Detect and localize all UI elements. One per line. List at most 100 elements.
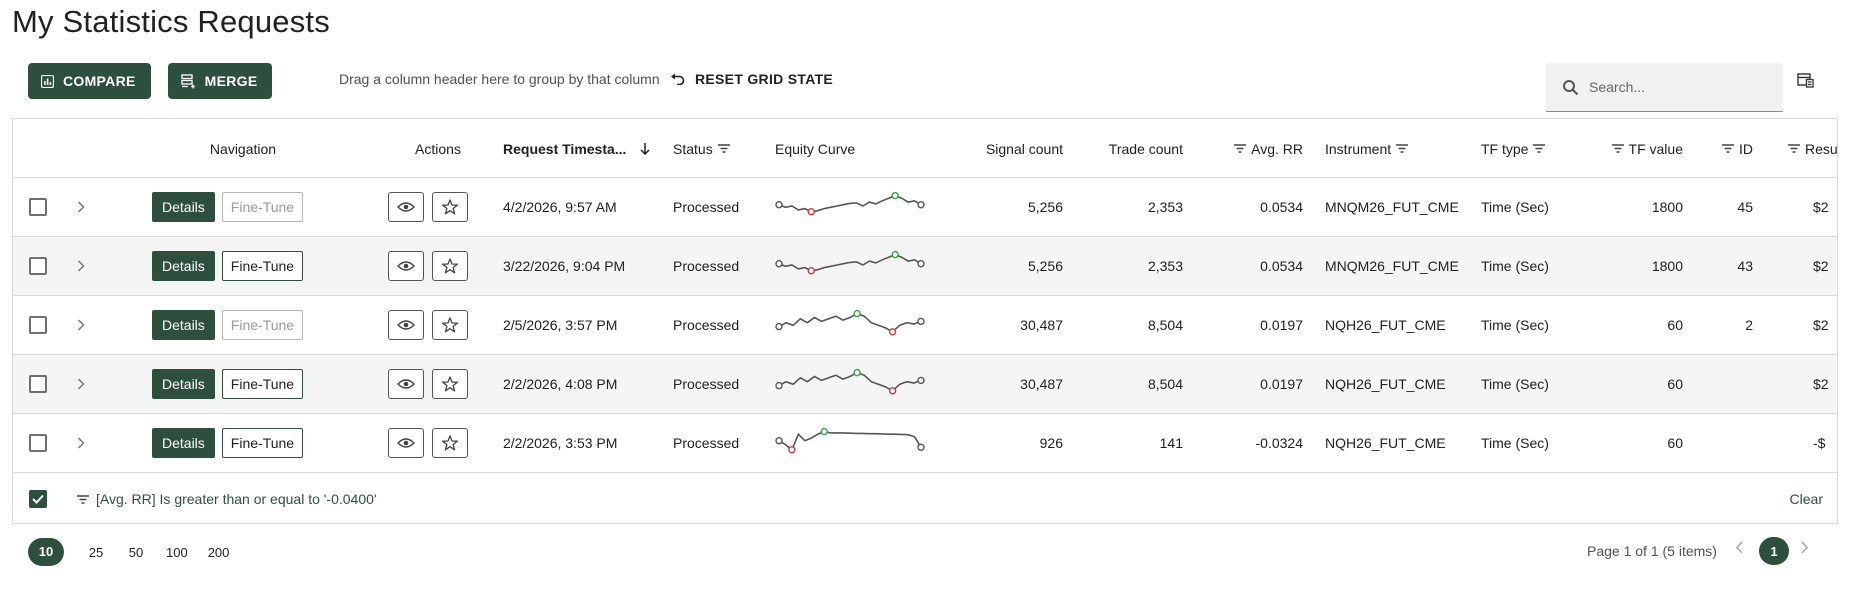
header-actions[interactable]: Actions (383, 119, 493, 178)
view-button[interactable] (388, 310, 424, 340)
actions-cell (388, 355, 488, 413)
row-checkbox[interactable] (29, 198, 47, 216)
details-button[interactable]: Details (152, 251, 215, 281)
fine-tune-button[interactable]: Fine-Tune (221, 428, 304, 458)
header-trade-count[interactable]: Trade count (1073, 119, 1183, 178)
page-title: My Statistics Requests (12, 4, 330, 39)
equity-curve-sparkline (775, 427, 925, 454)
equity-curve-end-point (917, 260, 925, 268)
table-row[interactable]: Details Fine-Tune 2/2/2026, 4:08 PM Proc… (13, 355, 1837, 414)
filter-icon[interactable] (1722, 144, 1734, 153)
header-tfvalue-label: TF value (1628, 140, 1683, 157)
merge-icon (180, 73, 196, 89)
row-checkbox[interactable] (29, 257, 47, 275)
header-instrument[interactable]: Instrument (1325, 119, 1455, 178)
navigation-cell: Details Fine-Tune (152, 237, 352, 295)
merge-button[interactable]: MERGE (167, 63, 273, 99)
equity-curve-line (778, 253, 922, 272)
filter-icon[interactable] (717, 144, 730, 153)
details-button[interactable]: Details (152, 369, 215, 399)
result-cell: $2 (1813, 258, 1829, 274)
search-input[interactable] (1589, 79, 1769, 95)
filter-enabled-checkbox[interactable] (29, 490, 47, 508)
header-status[interactable]: Status (673, 119, 753, 178)
fine-tune-button[interactable]: Fine-Tune (221, 251, 304, 281)
header-tf-type[interactable]: TF type (1481, 119, 1581, 178)
header-avg-rr[interactable]: Avg. RR (1193, 119, 1303, 178)
equity-curve-cell (775, 237, 925, 295)
equity-curve-max-point (820, 427, 828, 436)
header-request-timestamp[interactable]: Request Timesta... (503, 119, 663, 178)
view-button[interactable] (388, 251, 424, 281)
filter-icon[interactable] (1611, 144, 1624, 153)
chevron-right-icon[interactable] (77, 260, 85, 272)
tf-value-cell: 1800 (1651, 258, 1683, 274)
filter-icon[interactable] (1234, 144, 1247, 153)
header-tf-value[interactable]: TF value (1593, 119, 1683, 178)
row-checkbox[interactable] (29, 375, 47, 393)
timestamp-cell: 2/5/2026, 3:57 PM (503, 317, 618, 333)
timestamp-cell: 2/2/2026, 3:53 PM (503, 435, 618, 451)
header-navigation[interactable]: Navigation (153, 119, 333, 178)
row-checkbox[interactable] (29, 434, 47, 452)
fine-tune-button[interactable]: Fine-Tune (221, 369, 304, 399)
page-info: Page 1 of 1 (5 items) (1587, 543, 1717, 559)
page-size-option-200[interactable]: 200 (207, 544, 230, 560)
view-button[interactable] (388, 428, 424, 458)
table-row[interactable]: Details Fine-Tune 2/5/2026, 3:57 PM Proc… (13, 296, 1837, 355)
favorite-button[interactable] (432, 251, 468, 281)
favorite-button[interactable] (432, 428, 468, 458)
page-size-option-10[interactable]: 10 (28, 538, 64, 566)
filter-icon[interactable] (1788, 144, 1800, 153)
avg-rr-cell: 0.0197 (1260, 317, 1303, 333)
row-checkbox-cell (29, 414, 49, 472)
chevron-right-icon[interactable] (1800, 541, 1809, 554)
fine-tune-button[interactable]: Fine-Tune (221, 192, 304, 222)
id-cell: 45 (1737, 199, 1753, 215)
equity-curve-max-point (853, 368, 861, 377)
header-tftype-label: TF type (1481, 140, 1529, 157)
favorite-button[interactable] (432, 310, 468, 340)
table-row[interactable]: Details Fine-Tune 2/2/2026, 3:53 PM Proc… (13, 414, 1837, 473)
header-id[interactable]: ID (1693, 119, 1753, 178)
avg-rr-cell: -0.0324 (1255, 435, 1303, 451)
filter-icon[interactable] (1533, 144, 1546, 153)
view-button[interactable] (388, 369, 424, 399)
tf-type-cell: Time (Sec) (1481, 435, 1549, 451)
equity-curve-end-point (917, 317, 925, 326)
details-button[interactable]: Details (152, 428, 215, 458)
favorite-button[interactable] (432, 192, 468, 222)
column-chooser-icon[interactable] (1797, 73, 1814, 88)
page-size-option-50[interactable]: 50 (128, 544, 144, 560)
chevron-left-icon[interactable] (1735, 541, 1744, 554)
page-size-option-25[interactable]: 25 (88, 544, 104, 560)
reset-grid-state-button[interactable]: RESET GRID STATE (670, 71, 833, 87)
header-result[interactable]: Resu (1783, 119, 1837, 178)
chevron-right-icon[interactable] (77, 378, 85, 390)
result-cell: $2 (1813, 376, 1829, 392)
fine-tune-button[interactable]: Fine-Tune (221, 310, 304, 340)
table-row[interactable]: Details Fine-Tune 4/2/2026, 9:57 AM Proc… (13, 178, 1837, 237)
filter-expression[interactable]: [Avg. RR] Is greater than or equal to '-… (77, 491, 377, 507)
page-size-option-100[interactable]: 100 (166, 544, 188, 560)
compare-button[interactable]: COMPARE (28, 63, 151, 99)
filter-clear-link[interactable]: Clear (1789, 491, 1823, 507)
chevron-right-icon[interactable] (77, 437, 85, 449)
details-button[interactable]: Details (152, 192, 215, 222)
page-button-1[interactable]: 1 (1759, 537, 1789, 565)
view-button[interactable] (388, 192, 424, 222)
favorite-button[interactable] (432, 369, 468, 399)
header-equity-label: Equity Curve (775, 140, 856, 157)
header-equity-curve[interactable]: Equity Curve (775, 119, 905, 178)
chevron-right-icon[interactable] (77, 201, 85, 213)
row-checkbox-cell (29, 178, 49, 236)
actions-cell (388, 414, 488, 472)
group-panel-hint: Drag a column header here to group by th… (339, 71, 660, 87)
chevron-right-icon[interactable] (77, 319, 85, 331)
table-row[interactable]: Details Fine-Tune 3/22/2026, 9:04 PM Pro… (13, 237, 1837, 296)
filter-icon[interactable] (1396, 144, 1409, 153)
row-checkbox[interactable] (29, 316, 47, 334)
equity-curve-min-point (807, 267, 815, 275)
header-signal-count[interactable]: Signal count (913, 119, 1063, 178)
details-button[interactable]: Details (152, 310, 215, 340)
